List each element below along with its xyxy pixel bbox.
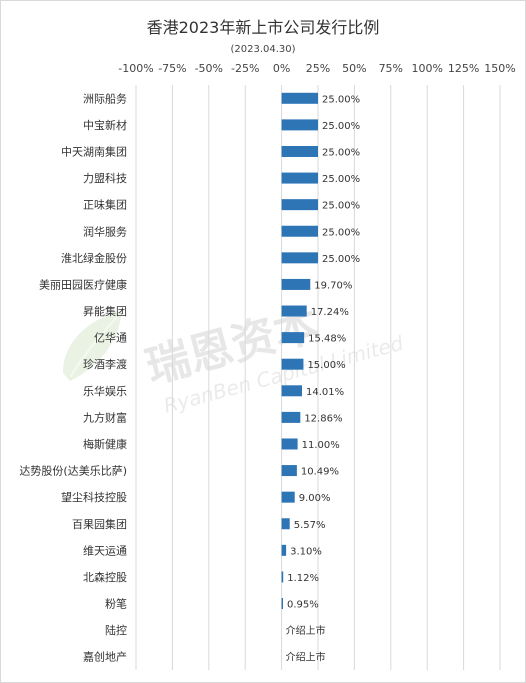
category-label: 洲际船务 (83, 91, 127, 105)
data-label: 5.57% (294, 520, 326, 531)
y-axis: 洲际船务中宝新材中天湖南集团力盟科技正味集团润华服务淮北绿金股份美丽田园医疗健康… (19, 91, 127, 663)
category-label: 力盟科技 (83, 171, 127, 185)
bar (281, 544, 287, 556)
x-tick-label: 25% (306, 62, 330, 75)
category-label: 北森控股 (83, 570, 127, 584)
category-label: 中天湖南集团 (61, 144, 127, 158)
category-label: 陆控 (105, 623, 127, 637)
data-label: 25.00% (322, 227, 360, 238)
bars (281, 92, 318, 610)
leaf-logo-icon (62, 311, 122, 382)
data-label: 介绍上市 (286, 651, 326, 664)
bar (281, 199, 318, 211)
data-label: 25.00% (322, 94, 360, 105)
bar (281, 438, 298, 450)
category-label: 珍酒李渡 (83, 357, 127, 371)
category-label: 中宝新材 (83, 118, 127, 132)
bar (281, 252, 318, 264)
x-axis: -100% -75% -50% -25% 0% 25% 50% 75% 100% 125% 150% (118, 62, 515, 75)
category-label: 梅斯健康 (83, 437, 127, 451)
data-label: 0.95% (287, 600, 319, 611)
bar (281, 571, 284, 583)
data-label: 15.48% (308, 334, 346, 345)
x-tick-label: 125% (448, 62, 479, 75)
data-label: 25.00% (322, 201, 360, 212)
x-tick-label: 0% (273, 62, 290, 75)
data-label: 25.00% (322, 254, 360, 265)
data-label: 12.86% (304, 413, 342, 424)
data-label: 介绍上市 (286, 624, 326, 637)
x-tick-label: 150% (484, 62, 515, 75)
chart-title: 香港2023年新上市公司发行比例 (147, 18, 380, 37)
data-label: 25.00% (322, 174, 360, 185)
x-tick-label: -75% (158, 62, 186, 75)
category-label: 淮北绿金股份 (61, 251, 127, 265)
x-tick-label: 50% (342, 62, 366, 75)
data-label: 11.00% (302, 440, 340, 451)
data-label: 25.00% (322, 121, 360, 132)
bar (281, 491, 295, 503)
x-tick-label: 100% (411, 62, 442, 75)
x-tick-label: -100% (118, 62, 153, 75)
category-label: 粉笔 (105, 597, 127, 611)
data-label: 25.00% (322, 147, 360, 158)
x-tick-label: 75% (379, 62, 403, 75)
bar (281, 225, 318, 237)
data-label: 9.00% (299, 493, 331, 504)
data-label: 1.12% (287, 573, 319, 584)
data-label: 3.10% (290, 546, 322, 557)
category-label: 亿华通 (94, 331, 127, 345)
category-label: 正味集团 (83, 198, 127, 212)
bar (281, 278, 311, 290)
bar (281, 411, 301, 423)
x-tick-label: -25% (231, 62, 259, 75)
bar (281, 385, 302, 397)
category-label: 昇能集团 (83, 304, 127, 318)
category-label: 望尘科技控股 (61, 490, 127, 504)
category-label: 嘉创地产 (83, 650, 127, 664)
category-label: 百果园集团 (72, 517, 127, 531)
category-label: 美丽田园医疗健康 (39, 277, 127, 291)
bar (281, 518, 290, 530)
category-label: 九方财富 (83, 410, 127, 424)
data-label: 15.00% (307, 360, 345, 371)
category-label: 达势股份(达美乐比萨) (19, 465, 127, 478)
chart-subtitle: (2023.04.30) (230, 44, 295, 55)
bar (281, 172, 318, 184)
bar (281, 92, 318, 104)
data-label: 10.49% (301, 467, 339, 478)
bar (281, 358, 304, 370)
bar (281, 305, 307, 317)
bar (281, 145, 318, 157)
bar (281, 465, 297, 477)
x-tick-label: -50% (195, 62, 223, 75)
data-label: 19.70% (314, 280, 352, 291)
category-label: 乐华娱乐 (83, 384, 127, 398)
bar (281, 598, 283, 610)
category-label: 维天运通 (83, 544, 127, 557)
data-labels: 25.00% 25.00% 25.00% 25.00% 25.00% 25.00% 25.0… (286, 94, 361, 663)
bar (281, 332, 305, 344)
bar (281, 119, 318, 131)
data-label: 17.24% (311, 307, 349, 318)
data-label: 14.01% (306, 387, 344, 398)
category-label: 润华服务 (83, 224, 127, 238)
